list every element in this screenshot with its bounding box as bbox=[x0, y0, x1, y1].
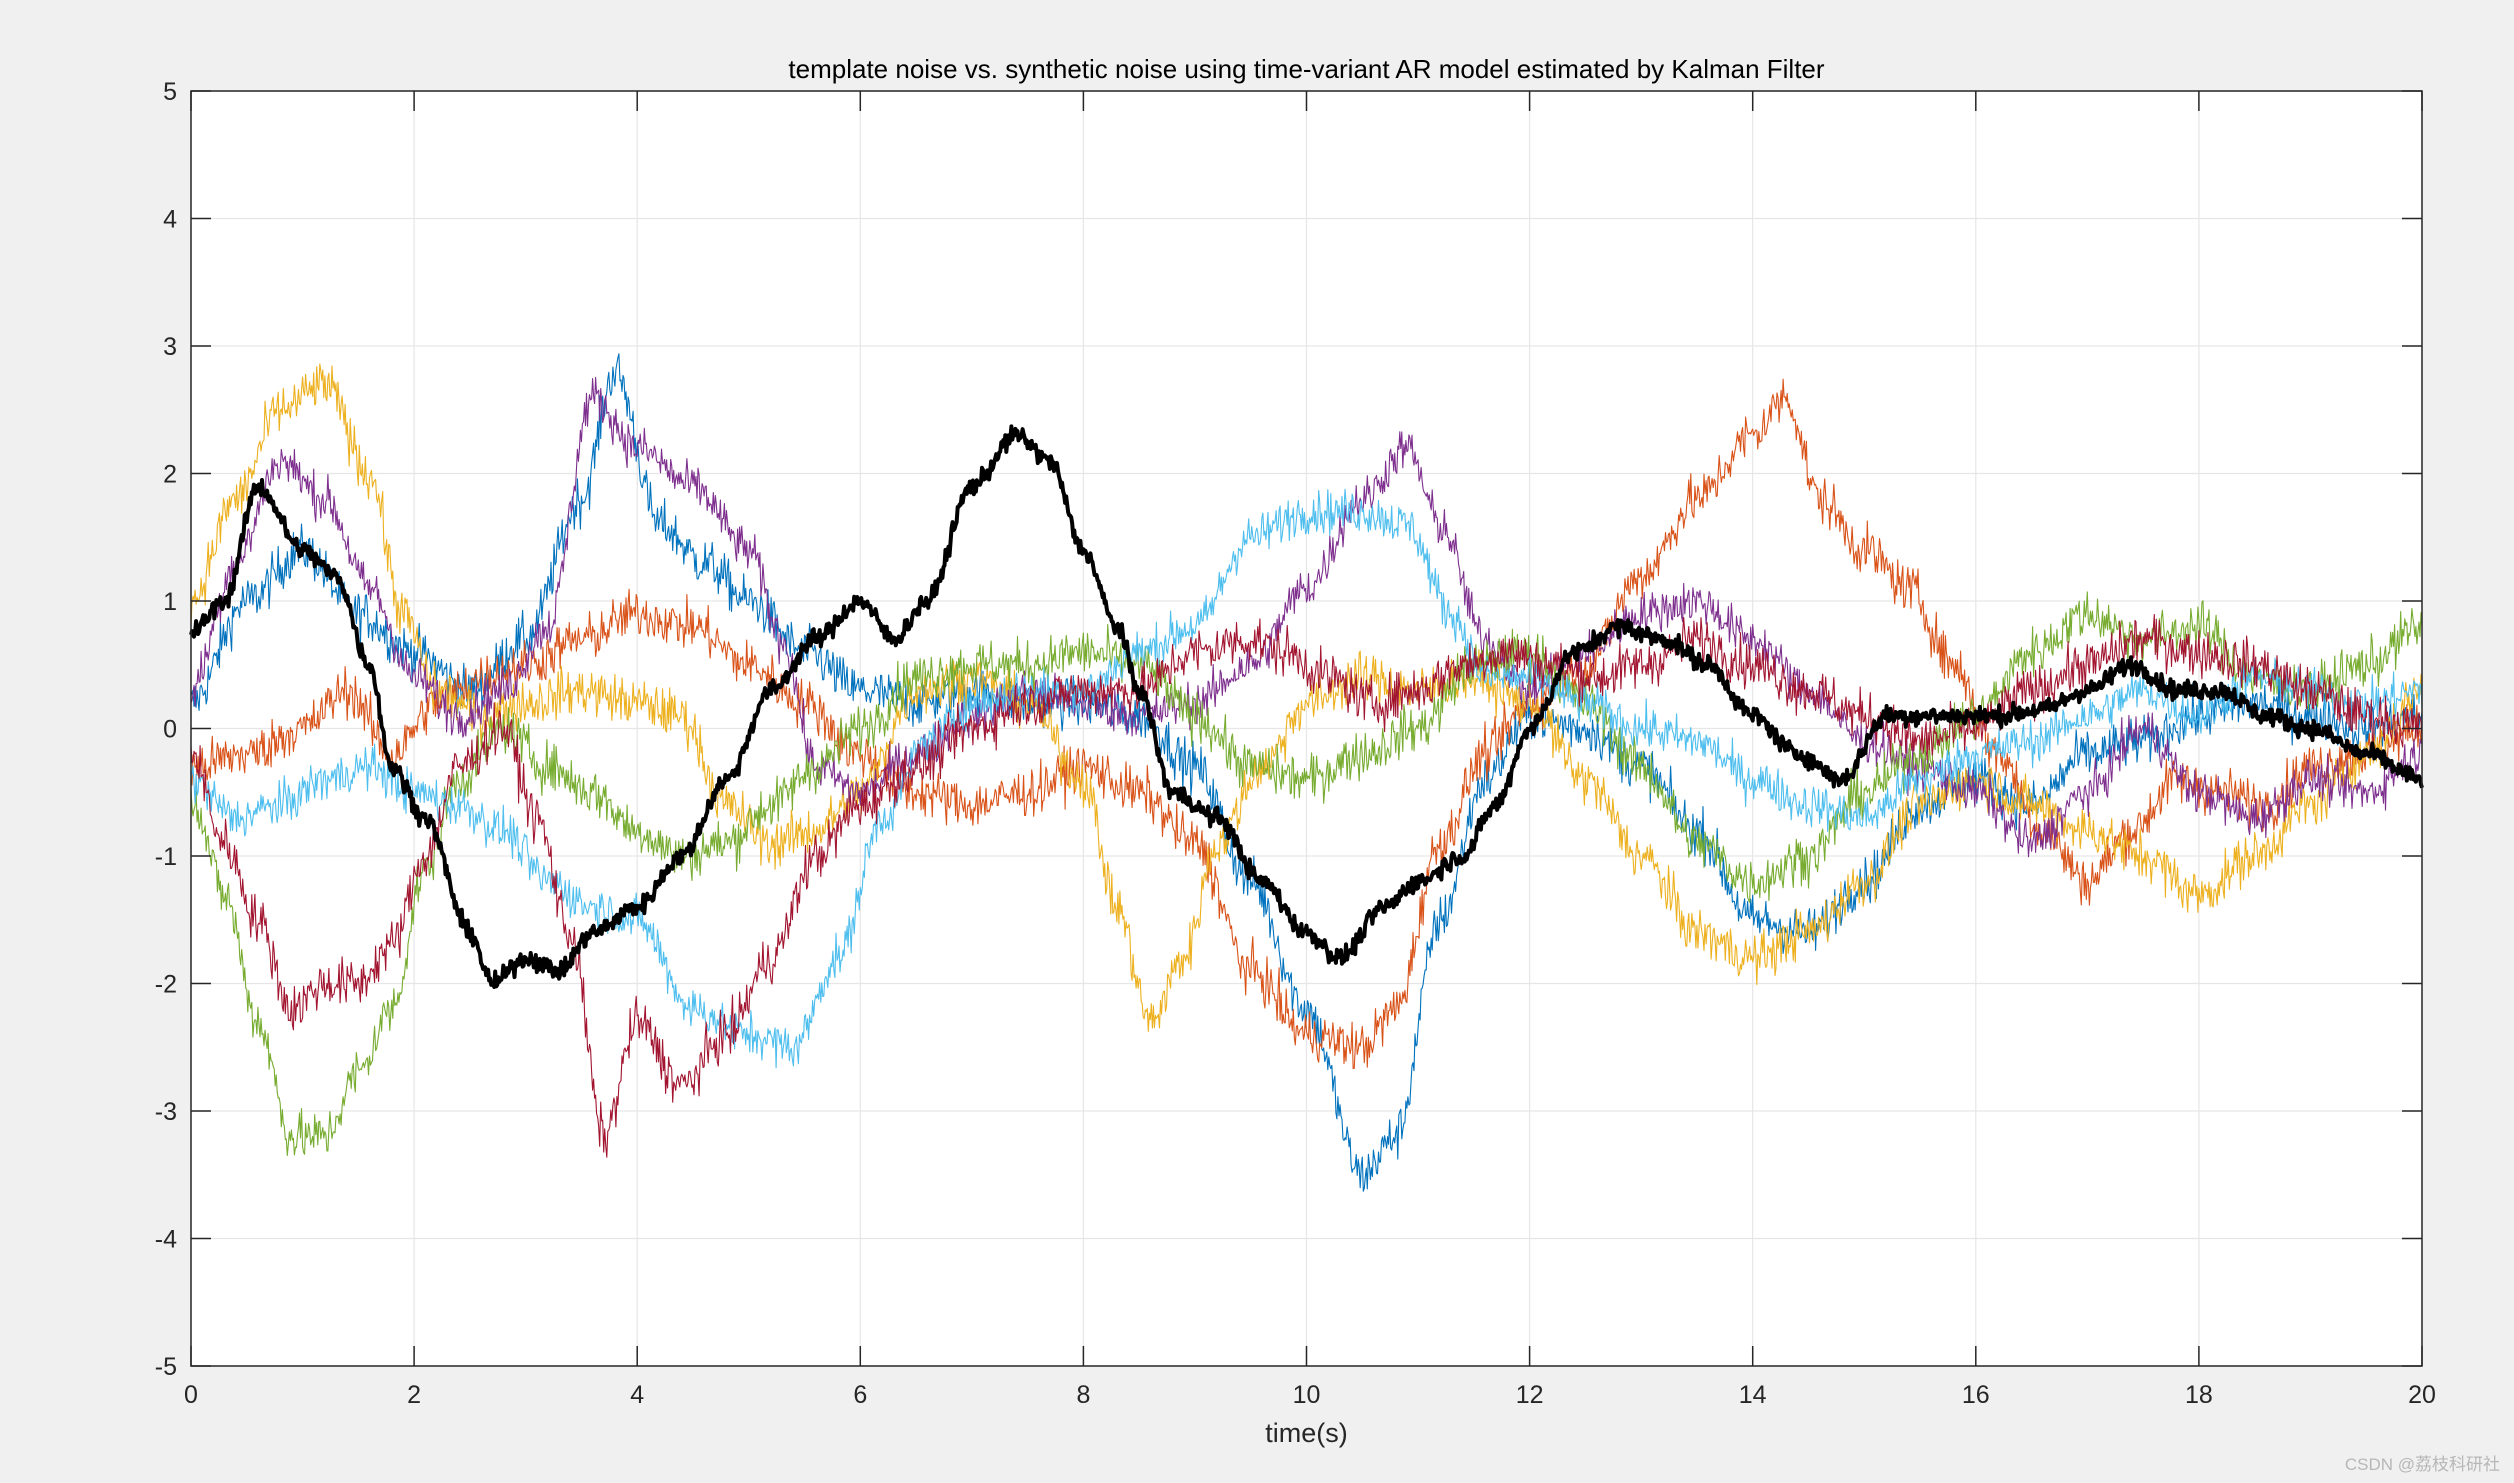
x-tick-label: 12 bbox=[1516, 1381, 1544, 1409]
x-tick-label: 16 bbox=[1962, 1381, 1990, 1409]
y-tick-label: -3 bbox=[155, 1098, 177, 1126]
series-line bbox=[190, 378, 2423, 1070]
series-line-template bbox=[189, 424, 2424, 989]
y-tick-label: -5 bbox=[155, 1353, 177, 1381]
x-tick-label: 18 bbox=[2185, 1381, 2213, 1409]
x-tick-label: 8 bbox=[1076, 1381, 1090, 1409]
x-tick-label: 10 bbox=[1293, 1381, 1321, 1409]
y-tick-label: 2 bbox=[163, 461, 177, 489]
series-layer bbox=[189, 353, 2424, 1192]
y-tick-label: 1 bbox=[163, 588, 177, 616]
y-tick-label: 5 bbox=[163, 78, 177, 106]
x-axis-label: time(s) bbox=[1265, 1418, 1348, 1448]
x-tick-label: 4 bbox=[630, 1381, 644, 1409]
x-tick-label: 20 bbox=[2408, 1381, 2436, 1409]
series-line bbox=[190, 591, 2423, 1157]
y-tick-label: 3 bbox=[163, 333, 177, 361]
x-tick-label: 14 bbox=[1739, 1381, 1767, 1409]
x-tick-label: 2 bbox=[407, 1381, 421, 1409]
x-tick-label: 6 bbox=[853, 1381, 867, 1409]
x-tick-label: 0 bbox=[184, 1381, 198, 1409]
series-line bbox=[190, 363, 2423, 1032]
series-line bbox=[190, 488, 2423, 1069]
series-line bbox=[190, 353, 2423, 1192]
y-tick-label: 0 bbox=[163, 716, 177, 744]
y-tick-label: -1 bbox=[155, 843, 177, 871]
chart-title: template noise vs. synthetic noise using… bbox=[788, 54, 1824, 84]
y-tick-label: 4 bbox=[163, 206, 177, 234]
y-tick-label: -4 bbox=[155, 1226, 177, 1254]
series-line bbox=[190, 613, 2423, 1158]
y-tick-label: -2 bbox=[155, 971, 177, 999]
series-line bbox=[190, 376, 2423, 858]
watermark-text: CSDN @荔枝科研社 bbox=[2344, 1455, 2500, 1474]
